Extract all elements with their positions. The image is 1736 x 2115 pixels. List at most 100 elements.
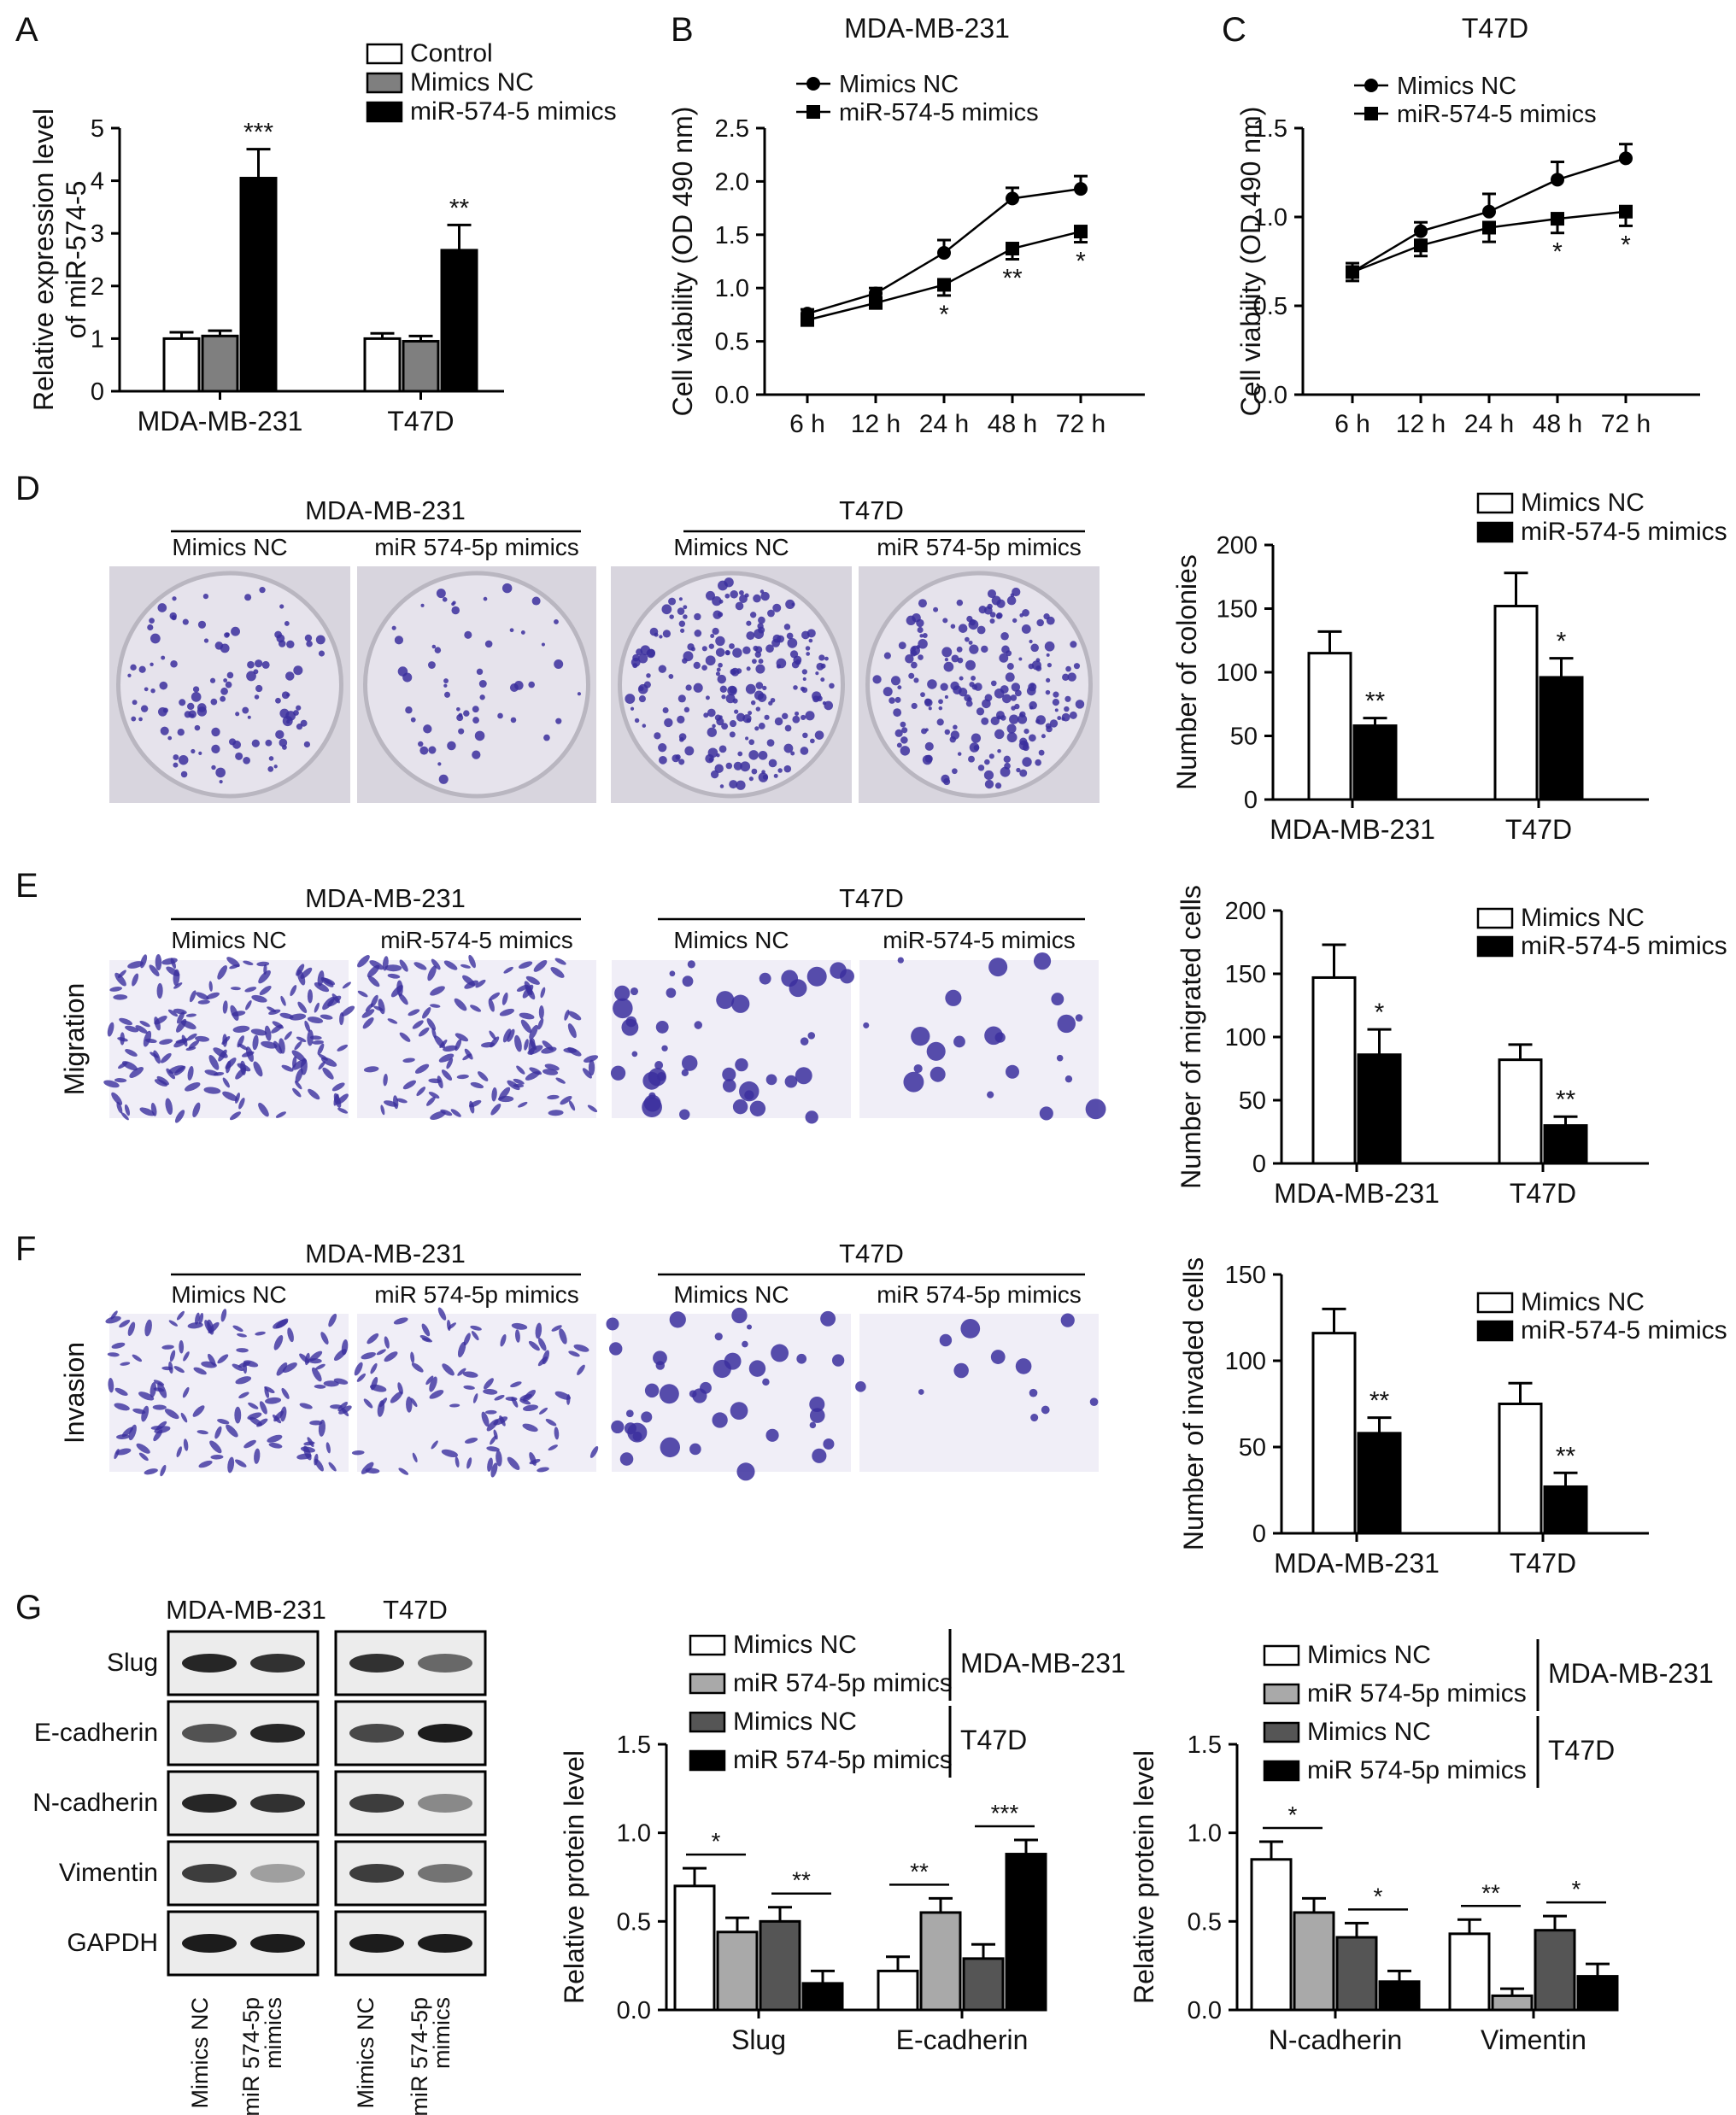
stained-cell (418, 741, 424, 747)
stained-cell (995, 711, 1005, 720)
stained-cell (121, 1427, 133, 1438)
stained-cell (472, 706, 479, 713)
stained-cell (893, 708, 902, 718)
stained-cell (987, 589, 997, 599)
stained-cell (729, 643, 735, 649)
stained-cell (806, 629, 816, 638)
stained-cell (643, 681, 651, 688)
stained-cell (855, 1381, 866, 1392)
stained-cell (458, 728, 465, 735)
stained-cell (455, 1033, 469, 1042)
stained-cell (497, 1095, 514, 1103)
stained-cell (960, 1319, 981, 1339)
stained-cell (529, 1459, 541, 1465)
stained-cell (292, 1087, 302, 1098)
stained-cell (730, 590, 738, 599)
stained-cell (184, 711, 191, 718)
stained-cell (172, 596, 177, 601)
stained-cell (524, 1039, 529, 1051)
stained-cell (387, 973, 401, 979)
stained-cell (718, 662, 723, 668)
stained-cell (540, 987, 546, 999)
stained-cell (681, 1069, 689, 1077)
stained-cell (402, 1080, 417, 1090)
stained-cell (487, 1457, 493, 1472)
stained-cell (755, 706, 761, 712)
stained-cell (751, 768, 758, 775)
stained-cell (678, 597, 683, 601)
stained-cell (275, 697, 281, 704)
stained-cell (672, 754, 680, 763)
x-tick-label: 24 h (1464, 410, 1514, 438)
stained-cell (1012, 618, 1018, 624)
stained-cell (484, 1378, 494, 1390)
stained-cell (1028, 734, 1036, 742)
stained-cell (235, 1067, 247, 1080)
stained-cell (314, 982, 330, 993)
stained-cell (131, 716, 137, 722)
stained-cell (391, 625, 396, 630)
y-tick-label: 200 (1217, 532, 1258, 560)
stained-cell (984, 759, 990, 765)
stained-cell (736, 780, 746, 790)
stained-cell (124, 1104, 131, 1116)
stained-cell (984, 779, 994, 789)
x-tick-label: T47D (1510, 1178, 1576, 1209)
stained-cell (463, 1385, 475, 1390)
invasion-micrographs: MDA-MB-231 T47D Mimics NC miR 574-5p mimics… (59, 1239, 1099, 1481)
stained-cell (169, 1350, 176, 1362)
x-tick-label: E-cadherin (896, 2024, 1029, 2055)
stained-cell (700, 1381, 712, 1394)
stained-cell (259, 986, 272, 996)
y-tick-label: 5 (91, 115, 104, 143)
blot-band (182, 1864, 237, 1883)
stained-cell (438, 774, 449, 784)
stained-cell (625, 1409, 634, 1418)
stained-cell (745, 683, 756, 694)
stained-cell (244, 594, 252, 601)
stained-cell (185, 1082, 201, 1092)
stained-cell (983, 606, 993, 615)
stained-cell (441, 1449, 458, 1458)
stained-cell (419, 746, 429, 755)
stained-cell (129, 1067, 144, 1078)
stained-cell (683, 614, 688, 619)
stained-cell (507, 1456, 520, 1470)
stained-cell (303, 741, 311, 748)
stained-cell (177, 1011, 185, 1024)
significance-label: ** (449, 194, 470, 222)
stained-cell (170, 659, 178, 668)
stained-cell (1075, 1014, 1083, 1022)
stained-cell (809, 1396, 825, 1413)
stained-cell (944, 658, 949, 662)
stained-cell (165, 1098, 173, 1116)
stained-cell (215, 767, 226, 778)
legend-swatch (689, 1749, 726, 1772)
stained-cell (370, 994, 378, 1008)
stained-cell (889, 697, 895, 704)
stained-cell (503, 966, 513, 974)
stained-cell (167, 1009, 179, 1017)
stained-cell (116, 1101, 123, 1114)
blot-cell-line-label: T47D (383, 1595, 448, 1625)
legend-swatch (1263, 1644, 1300, 1667)
stained-cell (693, 683, 703, 693)
bar (1250, 1858, 1293, 2012)
stained-cell (1064, 695, 1071, 702)
stained-cell (342, 981, 351, 989)
stained-cell (361, 1462, 374, 1474)
blot-lane-label: mimics (261, 1997, 286, 2069)
stained-cell (247, 660, 255, 669)
stained-cell (897, 957, 904, 964)
stained-cell (425, 1375, 434, 1386)
stained-cell (783, 765, 792, 773)
stained-cell (582, 1068, 592, 1079)
stained-cell (357, 990, 368, 998)
bar (716, 1930, 759, 2012)
stained-cell (455, 1456, 460, 1468)
stained-cell (940, 683, 948, 691)
stained-cell (766, 739, 775, 747)
bar (919, 1911, 962, 2012)
stained-cell (398, 1468, 409, 1475)
stained-cell (678, 759, 685, 765)
